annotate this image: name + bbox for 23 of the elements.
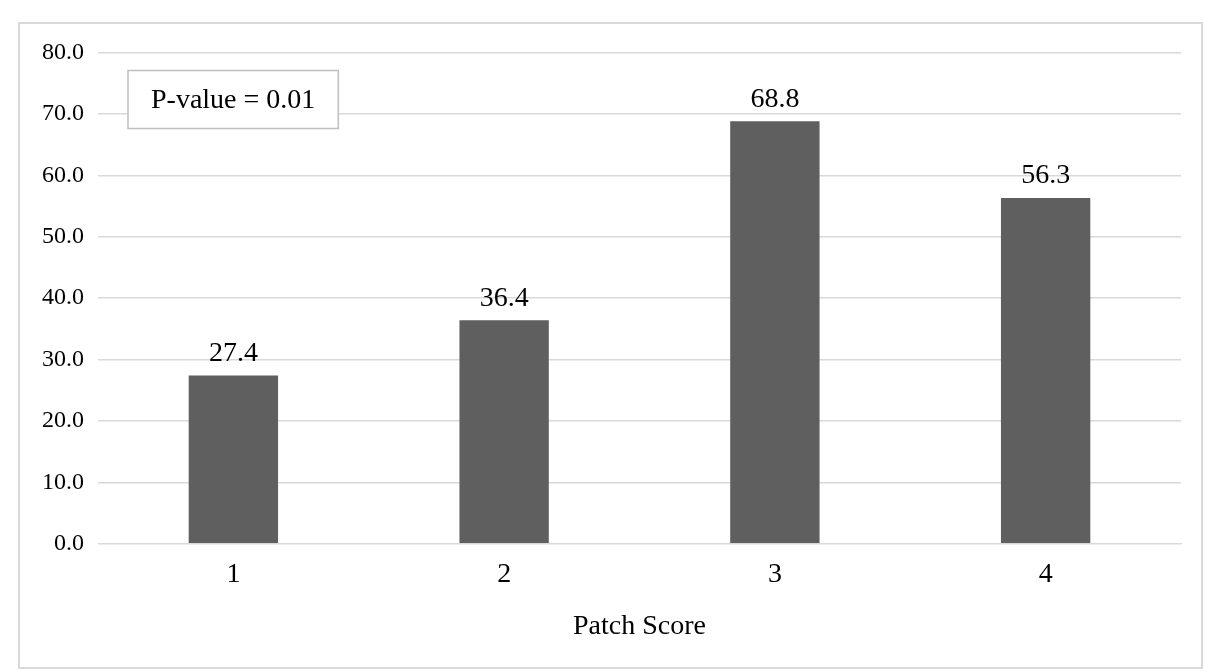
x-tick-label: 1 bbox=[226, 556, 241, 588]
annotation: P-value = 0.01 bbox=[151, 82, 316, 114]
y-tick-label: 50.0 bbox=[42, 221, 84, 248]
y-tick-label: 60.0 bbox=[42, 160, 84, 187]
bar bbox=[730, 121, 820, 544]
data-label: 36.4 bbox=[479, 280, 529, 312]
y-tick-label: 20.0 bbox=[42, 406, 84, 433]
bar bbox=[459, 320, 549, 544]
x-tick-label: 3 bbox=[767, 556, 782, 588]
data-label: 68.8 bbox=[750, 81, 800, 113]
x-axis-title: Patch Score bbox=[573, 608, 706, 640]
data-label: 27.4 bbox=[208, 335, 258, 367]
y-tick-label: 30.0 bbox=[42, 344, 84, 371]
y-tick-label: 80.0 bbox=[42, 37, 84, 64]
y-tick-label: 0.0 bbox=[54, 529, 84, 556]
y-tick-label: 70.0 bbox=[42, 99, 84, 126]
x-tick-label: 4 bbox=[1038, 556, 1053, 588]
data-label: 56.3 bbox=[1021, 158, 1071, 190]
bar bbox=[188, 375, 279, 544]
y-tick-label: 40.0 bbox=[42, 283, 84, 310]
bar bbox=[1000, 197, 1091, 544]
x-tick-label: 2 bbox=[497, 556, 512, 588]
y-tick-label: 10.0 bbox=[42, 467, 84, 494]
